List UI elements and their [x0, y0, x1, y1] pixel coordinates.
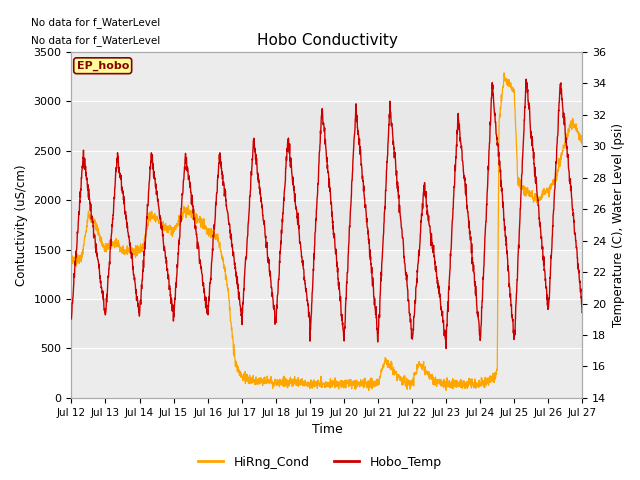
Bar: [72, 348, 582, 398]
X-axis label: Time: Time: [312, 423, 342, 436]
Bar: [72, 250, 582, 299]
Y-axis label: Contuctivity (uS/cm): Contuctivity (uS/cm): [15, 164, 28, 286]
Text: No data for f_WaterLevel: No data for f_WaterLevel: [31, 17, 160, 28]
Legend: HiRng_Cond, Hobo_Temp: HiRng_Cond, Hobo_Temp: [193, 451, 447, 474]
Text: EP_hobo: EP_hobo: [77, 60, 129, 71]
Y-axis label: Temperature (C), Water Level (psi): Temperature (C), Water Level (psi): [612, 123, 625, 327]
Text: No data for f_WaterLevel: No data for f_WaterLevel: [31, 35, 160, 46]
Bar: [72, 151, 582, 200]
Bar: [72, 52, 582, 101]
Title: Hobo Conductivity: Hobo Conductivity: [257, 33, 397, 48]
